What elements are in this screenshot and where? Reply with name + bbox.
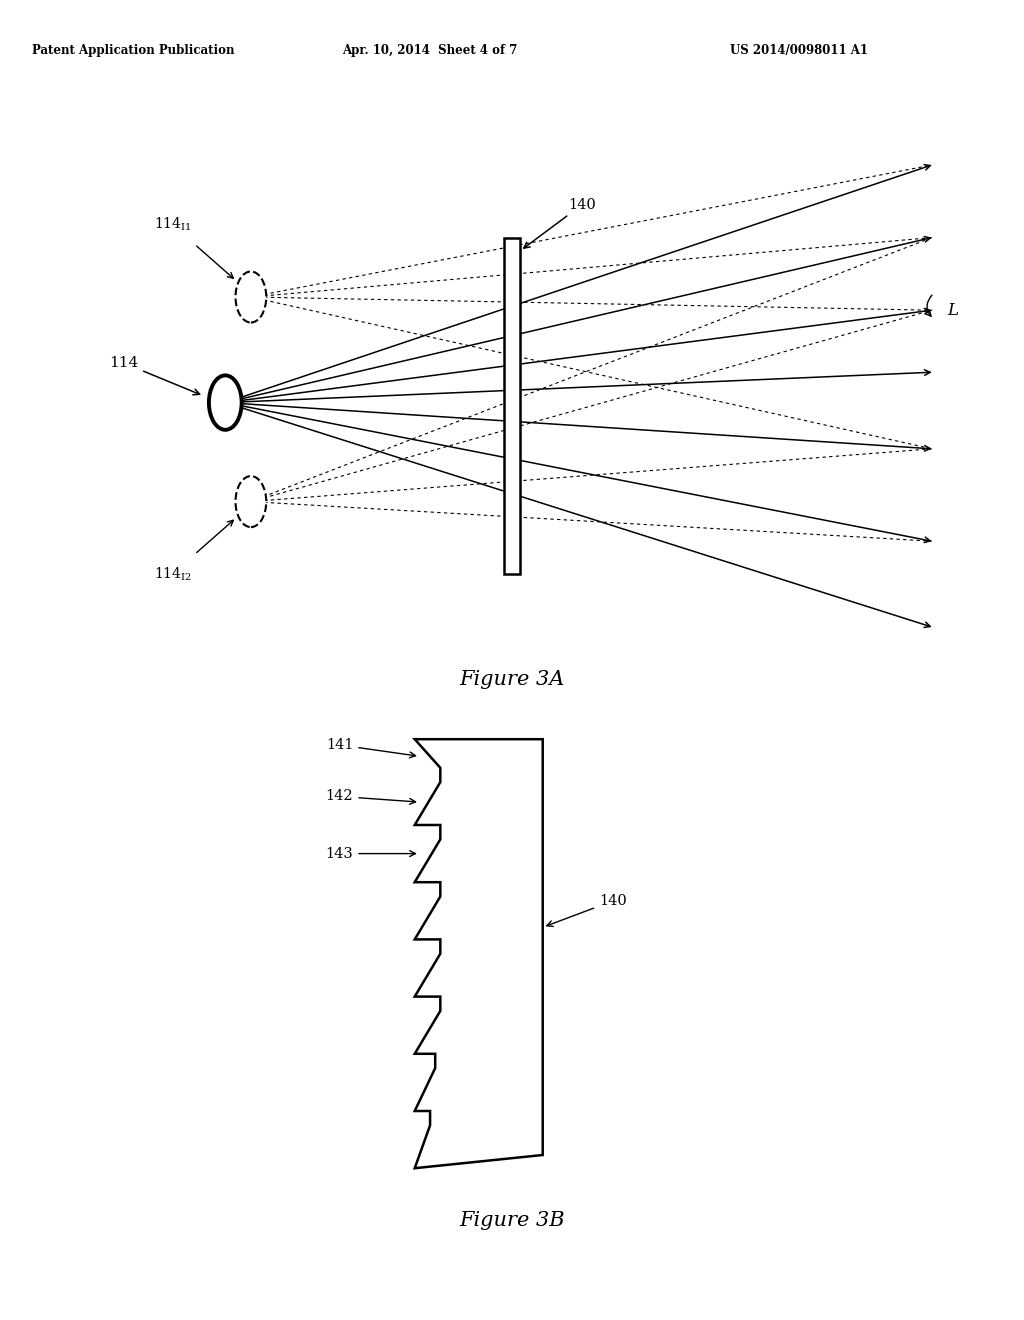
- Text: 140: 140: [547, 894, 627, 927]
- Bar: [504, 238, 520, 574]
- Text: Figure 3A: Figure 3A: [460, 671, 564, 689]
- Text: 143: 143: [326, 846, 416, 861]
- Text: Patent Application Publication: Patent Application Publication: [32, 44, 234, 57]
- Text: 141: 141: [326, 738, 416, 758]
- Text: 114$_{\mathregular{I2}}$: 114$_{\mathregular{I2}}$: [154, 565, 191, 583]
- Text: 114: 114: [109, 356, 200, 395]
- Polygon shape: [415, 739, 543, 1168]
- Ellipse shape: [209, 375, 242, 430]
- Text: 114$_{\mathregular{I1}}$: 114$_{\mathregular{I1}}$: [154, 215, 190, 234]
- Ellipse shape: [236, 272, 266, 322]
- Text: 140: 140: [524, 198, 596, 248]
- Ellipse shape: [236, 477, 266, 527]
- Text: Apr. 10, 2014  Sheet 4 of 7: Apr. 10, 2014 Sheet 4 of 7: [342, 44, 518, 57]
- Text: 142: 142: [326, 789, 416, 804]
- Text: Figure 3B: Figure 3B: [459, 1212, 565, 1230]
- Text: US 2014/0098011 A1: US 2014/0098011 A1: [730, 44, 867, 57]
- Text: L: L: [947, 302, 958, 318]
